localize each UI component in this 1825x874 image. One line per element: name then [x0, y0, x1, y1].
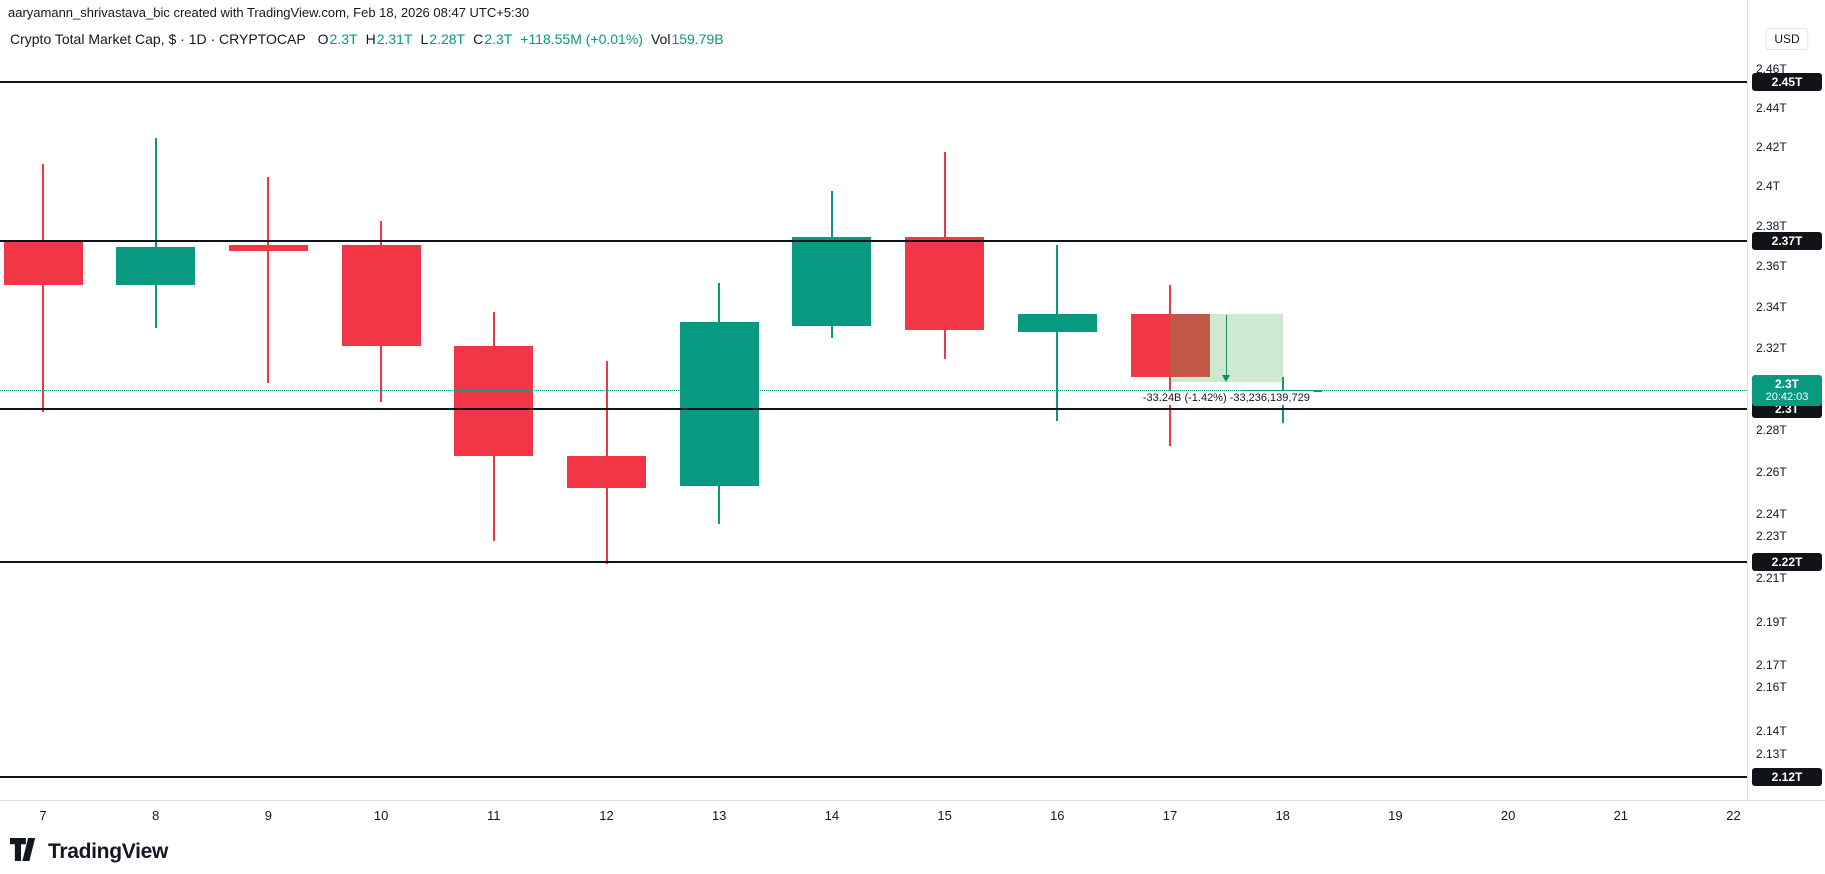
- horizontal-line-drawing[interactable]: [0, 80, 1747, 83]
- candle-wick: [267, 177, 270, 384]
- legend-high: H 2.31T: [366, 31, 413, 47]
- candle-body: [228, 245, 308, 252]
- currency-usd-button[interactable]: USD: [1765, 28, 1809, 50]
- price-tick-label: 2.36T: [1756, 259, 1787, 274]
- candle-body: [1130, 313, 1210, 378]
- candle-wick: [154, 138, 157, 329]
- price-line-badge: 2.12T: [1752, 768, 1822, 786]
- current-price-line: [0, 390, 1747, 392]
- bar-close-countdown: 20:42:03: [1765, 391, 1809, 404]
- chart-legend: Crypto Total Market Cap, $ · 1D · CRYPTO…: [10, 31, 724, 47]
- price-tick-label: 2.42T: [1756, 139, 1787, 154]
- current-price-value: 2.3T: [1774, 377, 1799, 392]
- price-tick-label: 2.13T: [1756, 746, 1787, 761]
- time-axis[interactable]: 7 8 9 10 11 12 13 14 15 16 17 18 19 20 21 22: [0, 800, 1825, 835]
- attribution-text: aaryamann_shrivastava_bic created with T…: [8, 5, 530, 20]
- open-label: O: [317, 31, 329, 47]
- price-tick-label: 2.24T: [1756, 507, 1787, 522]
- change-value: +118.55M (+0.01%): [520, 31, 643, 47]
- candle-wick: [1056, 245, 1059, 421]
- horizontal-line-drawing[interactable]: [0, 408, 1747, 411]
- price-tick-label: 2.34T: [1756, 299, 1787, 314]
- close-value: 2.3T: [484, 31, 513, 47]
- price-tick-label: 2.46T: [1756, 62, 1787, 76]
- time-axis-label: 13: [711, 808, 727, 823]
- candle-body: [341, 245, 421, 347]
- candle-body: [792, 237, 872, 326]
- price-tick-label: 2.32T: [1756, 340, 1787, 355]
- price-line-badge: 2.37T: [1752, 232, 1822, 251]
- time-axis-label: 7: [39, 808, 47, 823]
- time-axis-label: 19: [1388, 808, 1403, 823]
- range-arrow-down-icon: [1222, 374, 1231, 382]
- time-axis-label: 18: [1275, 808, 1290, 823]
- close-label: C: [473, 31, 484, 47]
- tradingview-logo-icon[interactable]: [10, 838, 40, 866]
- price-tick-label: 2.26T: [1756, 465, 1787, 480]
- price-tick-label: 2.4T: [1756, 179, 1781, 194]
- price-tick-label: 2.28T: [1756, 423, 1787, 438]
- price-tick-label: 2.19T: [1756, 614, 1787, 629]
- price-tick-label: 2.14T: [1756, 724, 1787, 739]
- time-axis-label: 22: [1726, 808, 1741, 823]
- price-range-label: -33.24B (-1.42%) -33,236,139,729: [1138, 390, 1314, 405]
- open-value: 2.3T: [329, 31, 358, 47]
- volume-label: Vol: [650, 31, 671, 47]
- price-tick-label: 2.17T: [1756, 658, 1787, 673]
- candle-body: [454, 346, 534, 457]
- time-axis-label: 17: [1162, 808, 1178, 823]
- time-axis-label: 20: [1500, 808, 1516, 823]
- low-value: 2.28T: [429, 31, 466, 47]
- candle-body: [3, 241, 83, 286]
- candle-body: [567, 456, 646, 488]
- tradingview-logo-glyph: [10, 838, 36, 861]
- volume-value: 159.79B: [671, 31, 724, 47]
- candle-body: [116, 247, 196, 286]
- time-axis-label: 11: [487, 808, 501, 823]
- candle-wick: [42, 163, 44, 413]
- footer-branding: TradingView: [10, 838, 168, 866]
- price-tick-label: 2.23T: [1756, 528, 1787, 543]
- high-value: 2.31T: [376, 31, 413, 47]
- legend-low: L 2.28T: [421, 31, 466, 47]
- legend-open: O 2.3T: [318, 31, 358, 47]
- price-line-badge: 2.45T: [1752, 72, 1822, 91]
- tradingview-logo-text[interactable]: TradingView: [48, 840, 169, 863]
- price-line-badge: 2.22T: [1752, 553, 1822, 572]
- low-label: L: [420, 31, 429, 47]
- range-arrow-line: [1226, 314, 1228, 375]
- time-axis-label: 10: [373, 808, 389, 823]
- time-axis-label: 8: [152, 808, 160, 823]
- candle-body: [1017, 313, 1097, 333]
- candle-body: [905, 237, 985, 331]
- time-axis-label: 16: [1050, 808, 1065, 823]
- high-label: H: [365, 31, 376, 47]
- candle-body: [679, 321, 759, 486]
- time-axis-label: 14: [824, 808, 840, 823]
- price-tick-label: 2.21T: [1756, 571, 1787, 586]
- price-tick-label: 2.44T: [1756, 100, 1787, 115]
- horizontal-line-drawing[interactable]: [0, 776, 1747, 778]
- time-axis-label: 9: [264, 808, 273, 823]
- time-axis-label: 21: [1613, 808, 1629, 823]
- price-axis[interactable]: USD 2.46T 2.44T 2.42T 2.4T 2.38T 2.36T 2.34T 2.…: [1747, 0, 1825, 800]
- price-tick-label: 2.38T: [1756, 219, 1787, 234]
- plot-area[interactable]: -33.24B (-1.42%) -33,236,139,729: [0, 0, 1747, 800]
- price-range-drawing[interactable]: [1170, 313, 1283, 382]
- legend-close: C 2.3T: [473, 31, 512, 47]
- current-price-badge: 2.3T 20:42:03: [1752, 375, 1822, 407]
- legend-volume: Vol 159.79B: [651, 31, 724, 47]
- horizontal-line-drawing[interactable]: [0, 240, 1747, 243]
- horizontal-line-drawing[interactable]: [0, 561, 1747, 564]
- time-axis-label: 15: [937, 808, 952, 823]
- price-tick-label: 2.16T: [1756, 680, 1787, 695]
- time-axis-label: 12: [599, 808, 614, 823]
- symbol-title[interactable]: Crypto Total Market Cap, $ · 1D · CRYPTO…: [10, 31, 306, 47]
